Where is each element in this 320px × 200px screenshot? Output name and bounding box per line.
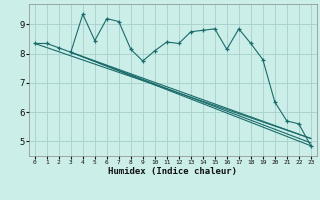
X-axis label: Humidex (Indice chaleur): Humidex (Indice chaleur) (108, 167, 237, 176)
